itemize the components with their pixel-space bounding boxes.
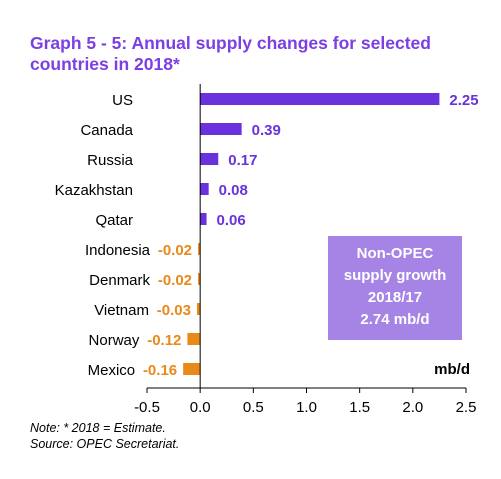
callout-background (328, 236, 462, 340)
value-label-russia: 0.17 (228, 152, 257, 169)
source-text: Source: OPEC Secretariat. (30, 437, 180, 451)
category-label-mexico: Mexico (88, 362, 136, 379)
x-tick-label: 0.0 (190, 399, 211, 416)
value-label-indonesia: -0.02 (158, 242, 192, 259)
bars-group (183, 93, 440, 375)
x-axis: -0.5 0.0 0.5 1.0 1.5 2.0 2.5 (134, 84, 476, 416)
bar-us (200, 93, 440, 105)
note-text: Note: * 2018 = Estimate. (30, 421, 166, 435)
bar-qatar (200, 213, 207, 225)
category-label-indonesia: Indonesia (85, 242, 151, 259)
category-label-canada: Canada (80, 122, 133, 139)
category-label-denmark: Denmark (89, 272, 150, 289)
value-label-norway: -0.12 (147, 332, 181, 349)
x-tick-label: 1.5 (349, 399, 370, 416)
bar-kazakhstan (200, 183, 209, 195)
value-label-kazakhstan: 0.08 (219, 182, 248, 199)
x-tick-label: -0.5 (134, 399, 160, 416)
category-label-norway: Norway (89, 332, 140, 349)
category-label-us: US (112, 92, 133, 109)
x-tick-label: 1.0 (296, 399, 317, 416)
x-tick-label: 2.5 (456, 399, 477, 416)
callout-line-2: supply growth (344, 267, 447, 284)
chart-title: Graph 5 - 5: Annual supply changes for s… (30, 33, 431, 74)
value-label-denmark: -0.02 (158, 272, 192, 289)
x-tick-label: 0.5 (243, 399, 264, 416)
category-label-vietnam: Vietnam (94, 302, 149, 319)
value-labels-group: 2.25 0.39 0.17 0.08 0.06 -0.02 -0.02 -0.03 -0.12… (143, 92, 479, 379)
bar-indonesia (198, 243, 201, 255)
category-label-qatar: Qatar (95, 212, 133, 229)
callout-line-3: 2018/17 (368, 289, 422, 306)
bar-vietnam (196, 303, 201, 315)
category-label-russia: Russia (87, 152, 134, 169)
value-label-us: 2.25 (449, 92, 478, 109)
value-label-canada: 0.39 (252, 122, 281, 139)
unit-label: mb/d (434, 361, 470, 378)
callout-box: Non-OPEC supply growth 2018/17 2.74 mb/d (328, 236, 462, 340)
category-label-kazakhstan: Kazakhstan (55, 182, 133, 199)
x-tick-label: 2.0 (402, 399, 423, 416)
bar-norway (187, 333, 201, 345)
bar-denmark (198, 273, 201, 285)
chart-notes: Note: * 2018 = Estimate. Source: OPEC Se… (30, 420, 179, 452)
callout-line-1: Non-OPEC (357, 245, 434, 262)
bar-mexico (183, 363, 201, 375)
value-label-qatar: 0.06 (217, 212, 246, 229)
bar-russia (200, 153, 219, 165)
bar-canada (200, 123, 242, 135)
callout-line-4: 2.74 mb/d (360, 311, 429, 328)
value-label-vietnam: -0.03 (157, 302, 191, 319)
value-label-mexico: -0.16 (143, 362, 177, 379)
category-labels-group: US Canada Russia Kazakhstan Qatar Indonesia De… (55, 92, 151, 379)
